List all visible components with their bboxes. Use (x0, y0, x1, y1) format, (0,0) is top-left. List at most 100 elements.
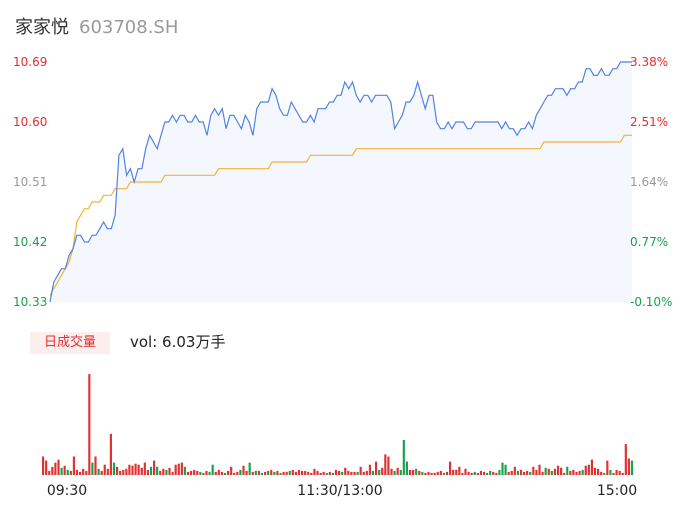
volume-bar (119, 470, 122, 475)
volume-bar (267, 470, 270, 475)
volume-bar (79, 471, 82, 475)
volume-bar (94, 456, 97, 475)
volume-bar (408, 469, 412, 476)
volume-bar (140, 467, 143, 475)
volume-bar (276, 470, 279, 475)
volume-bar (202, 472, 205, 475)
volume-bar (371, 470, 375, 475)
volume-bar (270, 469, 273, 476)
volume-bar (153, 460, 156, 475)
volume-bar (350, 471, 353, 475)
volume-bar (159, 470, 162, 475)
average-line (49, 134, 632, 296)
volume-bar (393, 470, 396, 475)
volume-bar (578, 470, 581, 475)
volume-bar (455, 469, 458, 476)
volume-bar (54, 462, 57, 475)
y-right-tick-label: 3.38% (630, 55, 668, 69)
volume-bar (461, 472, 464, 475)
y-right-tick-label: 0.77% (630, 235, 668, 249)
volume-bar (492, 471, 495, 475)
volume-bar (479, 470, 482, 475)
volume-bar (516, 470, 519, 475)
x-tick-label: 11:30/13:00 (297, 483, 382, 499)
volume-bar (334, 469, 338, 476)
volume-bar (291, 469, 294, 476)
volume-bar (341, 471, 344, 475)
volume-bar (612, 472, 615, 475)
volume-bar (353, 471, 356, 475)
volume-bar (550, 470, 553, 475)
volume-bar (365, 470, 368, 475)
volume-bar (418, 470, 421, 475)
volume-bar (526, 470, 529, 475)
volume-bar (430, 472, 433, 475)
volume-bar (387, 456, 390, 475)
volume-bar (208, 471, 211, 475)
volume-bar (535, 469, 538, 476)
volume-bar (486, 472, 489, 475)
stock-code: 603708.SH (79, 17, 179, 38)
volume-bar (128, 464, 131, 475)
volume-bar (449, 461, 452, 475)
volume-bar (575, 471, 578, 475)
volume-bar (217, 469, 220, 476)
volume-bar (242, 465, 245, 475)
volume-bar (538, 464, 541, 475)
volume-bar (482, 471, 486, 475)
volume-bar (223, 472, 227, 475)
volume-bar (297, 469, 301, 476)
volume-bar (85, 470, 88, 475)
volume-bar (60, 467, 63, 475)
volume-bar (421, 471, 424, 475)
volume-bar (165, 469, 168, 476)
volume-bar (193, 469, 196, 476)
volume-bar (236, 471, 239, 475)
volume-bar (51, 466, 54, 475)
y-left-tick-label: 10.42 (13, 235, 47, 249)
volume-bar (186, 471, 190, 475)
volume-bar (328, 471, 331, 475)
volume-bar (489, 470, 492, 475)
volume-bar (319, 472, 322, 475)
volume-bar (495, 472, 498, 475)
volume-bar (362, 471, 365, 475)
volume-bar (199, 471, 202, 475)
volume-bar (264, 471, 267, 475)
volume-bar (156, 466, 159, 475)
volume-bar (325, 472, 328, 475)
x-tick-label: 15:00 (597, 483, 637, 499)
volume-bar (359, 466, 362, 475)
volume-bar (214, 471, 217, 475)
volume-bar (174, 464, 177, 475)
volume-bar (563, 472, 566, 475)
volume-bar (470, 472, 473, 475)
volume-tab[interactable]: 日成交量 (30, 332, 110, 354)
volume-bar (566, 466, 569, 475)
volume-bar (609, 469, 612, 476)
volume-bar (458, 466, 461, 475)
volume-bar (230, 466, 233, 475)
volume-bar (307, 471, 310, 475)
volume-bar (593, 467, 597, 475)
volume-bar (82, 468, 85, 475)
volume-bar (439, 470, 442, 475)
volume-bar (424, 472, 427, 475)
volume-bar (433, 472, 436, 475)
volume-bar (63, 465, 66, 475)
volume-bar (180, 462, 183, 475)
volume-bar (316, 470, 319, 475)
volume-bar (427, 471, 430, 475)
volume-bar (257, 470, 260, 475)
volume-bar (581, 469, 584, 476)
volume-bar (103, 464, 106, 475)
volume-bar (273, 471, 276, 475)
volume-bar (621, 472, 624, 475)
volume-bar (285, 471, 288, 475)
volume-bar (569, 470, 572, 475)
volume-bar (97, 468, 100, 475)
volume-bar (304, 470, 307, 475)
volume-bar (584, 465, 587, 475)
volume-bar (553, 468, 556, 475)
volume-bar (322, 471, 325, 475)
